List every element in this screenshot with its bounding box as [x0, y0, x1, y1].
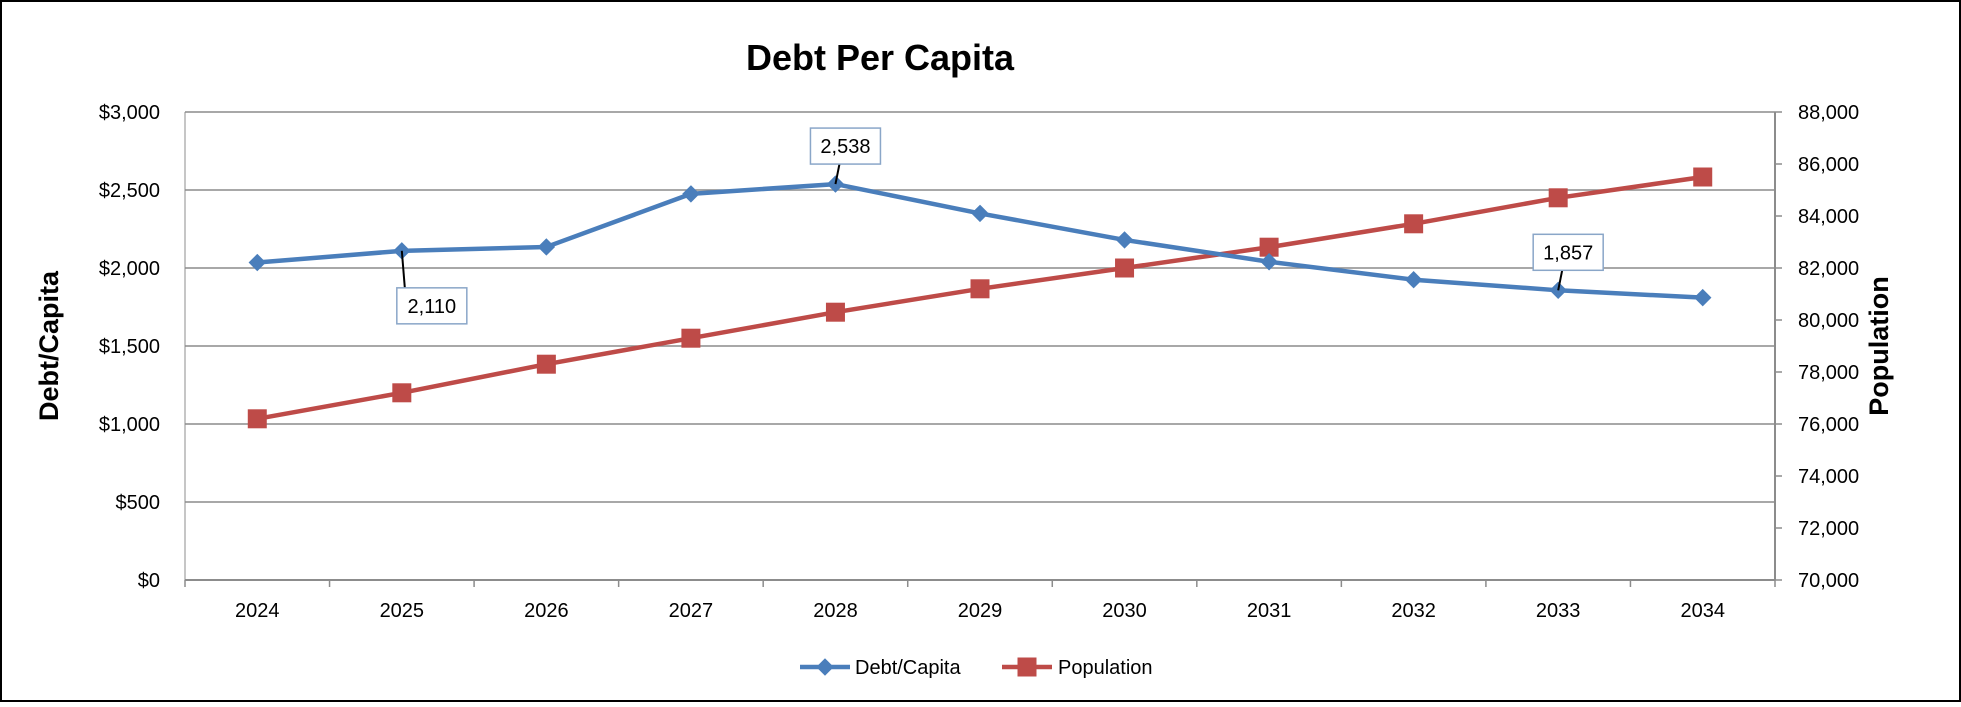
y-right-tick-label-4: 78,000: [1798, 362, 1859, 384]
y-right-tick-label-7: 84,000: [1798, 206, 1859, 228]
data-point-0-2034: [1694, 288, 1712, 307]
data-label-leader-1: [834, 163, 841, 185]
data-point-1-2028: [825, 302, 845, 322]
x-tick-label-2030: 2030: [1102, 600, 1147, 622]
y-left-tick-label-3: $1,500: [99, 336, 160, 358]
x-tick-label-2029: 2029: [958, 600, 1003, 622]
data-point-0-2024: [248, 253, 266, 272]
data-point-0-2030: [1115, 231, 1134, 249]
data-point-1-2029: [970, 279, 990, 299]
x-tick-label-2027: 2027: [669, 600, 714, 622]
data-label-text-0: 2,110: [408, 296, 457, 318]
series-population: [247, 167, 1713, 429]
legend-marker-0: [816, 658, 834, 676]
y-left-tick-label-2: $1,000: [99, 414, 160, 436]
y-left-tick-labels: $0 $500 $1,000 $1,500 $2,000 $2,500 $3,000: [99, 102, 160, 592]
y-right-tick-labels: 70,000 72,000 74,000 76,000 78,000 80,000 82,0…: [1798, 102, 1859, 592]
x-tick-label-2024: 2024: [235, 600, 280, 622]
legend-label-1: Population: [1058, 657, 1153, 679]
legend-item-population: Population: [1002, 657, 1153, 679]
chart-title: Debt Per Capita: [746, 37, 1015, 78]
data-label-box-0: [396, 287, 468, 325]
data-label-2: 1,857: [1532, 233, 1604, 291]
y-left-tick-label-1: $500: [116, 492, 161, 514]
data-label-box-2: [1532, 233, 1604, 272]
x-tick-label-2025: 2025: [380, 600, 425, 622]
gridlines: [184, 111, 1782, 587]
y-left-tick-label-4: $2,000: [99, 258, 160, 280]
y-left-tick-label-6: $3,000: [99, 102, 160, 124]
data-point-0-2026: [537, 238, 556, 256]
y-right-tick-label-0: 70,000: [1798, 570, 1859, 592]
x-tick-label-2028: 2028: [813, 600, 858, 622]
x-tick-label-2034: 2034: [1680, 600, 1725, 622]
x-tick-label-2033: 2033: [1536, 600, 1581, 622]
legend-item-debt-capita: Debt/Capita: [800, 657, 961, 679]
y-left-axis-title: Debt/Capita: [34, 270, 64, 421]
legend: Debt/Capita Population: [800, 657, 1153, 679]
data-label-leader-2: [1557, 270, 1564, 291]
legend-label-0: Debt/Capita: [855, 657, 961, 679]
data-label-text-2: 1,857: [1543, 242, 1593, 264]
data-label-text-1: 2,538: [820, 136, 870, 158]
data-label-1: 2,538: [809, 127, 882, 185]
y-right-tick-label-9: 88,000: [1798, 102, 1859, 124]
x-tick-label-2031: 2031: [1247, 600, 1292, 622]
y-right-tick-label-6: 82,000: [1798, 258, 1859, 280]
y-right-tick-label-2: 74,000: [1798, 466, 1859, 488]
data-point-0-2031: [1260, 253, 1278, 271]
legend-marker-1: [1017, 657, 1037, 677]
data-point-1-2025: [392, 383, 412, 403]
data-point-1-2024: [247, 409, 267, 429]
x-tick-label-2026: 2026: [524, 600, 569, 622]
data-point-1-2033: [1548, 188, 1568, 208]
y-right-tick-label-3: 76,000: [1798, 414, 1859, 436]
data-label-leader-0: [400, 250, 406, 288]
data-point-1-2027: [681, 328, 701, 348]
y-left-tick-label-5: $2,500: [99, 180, 160, 202]
y-left-tick-label-0: $0: [138, 570, 160, 592]
data-label-0: 2,110: [396, 250, 468, 325]
y-right-tick-label-8: 86,000: [1798, 154, 1859, 176]
data-label-box-1: [809, 127, 882, 165]
y-right-tick-label-5: 80,000: [1798, 310, 1859, 332]
data-point-1-2034: [1693, 167, 1713, 187]
data-point-0-2029: [971, 204, 989, 223]
x-tick-label-2032: 2032: [1391, 600, 1436, 622]
data-label-layer: 2,110 2,538 1,857: [396, 127, 1604, 325]
data-point-1-2026: [536, 354, 556, 374]
y-right-tick-label-1: 72,000: [1798, 518, 1859, 540]
data-point-1-2030: [1115, 258, 1135, 278]
y-right-axis-title: Population: [1864, 276, 1894, 415]
data-point-0-2032: [1404, 270, 1423, 289]
x-tick-labels: 2024 2025 2026 2027 2028 2029 2030 2031 2032 2033…: [235, 600, 1725, 622]
data-point-0-2027: [682, 185, 700, 203]
data-point-1-2032: [1404, 214, 1424, 234]
